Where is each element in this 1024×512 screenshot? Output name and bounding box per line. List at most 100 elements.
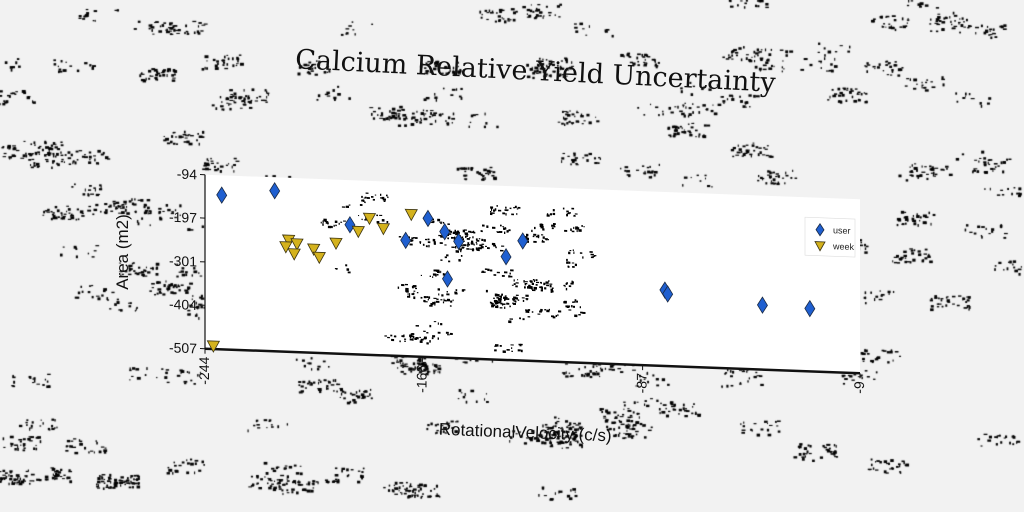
plot-speckle	[440, 299, 443, 301]
plot-speckle	[500, 249, 504, 252]
legend-label-user: user	[833, 225, 851, 236]
plot-speckle	[496, 301, 499, 304]
plot-speckle	[531, 287, 533, 290]
plot-speckle	[384, 198, 386, 200]
plot-speckle	[513, 296, 517, 299]
plot-speckle	[439, 242, 443, 245]
plot-speckle	[424, 301, 428, 303]
plot-speckle	[499, 344, 502, 347]
plot-speckle	[507, 298, 510, 300]
plot-speckle	[451, 246, 455, 249]
plot-speckle	[366, 196, 370, 199]
plot-speckle	[500, 224, 502, 227]
legend: user week	[804, 216, 856, 258]
plot-speckle	[432, 335, 436, 338]
data-points	[206, 182, 816, 353]
plot-speckle	[496, 271, 500, 274]
plot-speckle	[494, 349, 497, 352]
plot-speckle	[384, 335, 387, 337]
plot-speckle	[476, 242, 478, 245]
plot-speckle	[548, 280, 550, 282]
plot-speckle	[570, 228, 572, 231]
week-point	[281, 234, 296, 248]
plot-speckle	[454, 292, 458, 295]
week-point	[206, 340, 221, 353]
plot-speckle	[497, 294, 500, 297]
plot-speckle	[481, 271, 485, 273]
plot-speckle	[532, 289, 536, 292]
week-point	[362, 212, 377, 226]
plot-speckle	[563, 284, 566, 287]
plot-speckle	[500, 302, 503, 305]
plot-speckle	[437, 337, 440, 340]
plot-speckle	[363, 200, 365, 202]
plot-speckle	[429, 304, 433, 307]
plot-speckle	[497, 297, 502, 301]
x-ticks: -244 -166 -87 -9	[196, 348, 867, 394]
plot-speckle	[386, 194, 388, 197]
plot-speckle	[532, 235, 535, 238]
plot-speckle	[551, 287, 554, 290]
plot-speckle	[510, 269, 514, 272]
plot-speckle	[568, 309, 572, 311]
plot-speckle	[516, 297, 518, 300]
plot-speckle	[455, 233, 457, 236]
plot-speckle	[506, 209, 509, 211]
plot-speckle	[343, 220, 347, 222]
plot-speckle	[415, 324, 420, 327]
plot-speckle	[333, 224, 335, 227]
plot-speckle	[454, 230, 457, 234]
plot-speckle	[528, 284, 531, 288]
plot-speckle	[529, 280, 533, 282]
plot-speckle	[437, 288, 441, 291]
plot-speckle	[436, 273, 439, 276]
plot-speckle	[409, 243, 413, 246]
plot-speckle	[374, 194, 377, 196]
user-point	[216, 186, 228, 204]
plot-speckle	[423, 330, 426, 332]
plot-speckle	[502, 212, 506, 215]
week-point	[329, 237, 343, 251]
plot-speckle	[522, 318, 525, 321]
plot-speckle	[511, 347, 513, 350]
plot-speckle	[478, 238, 481, 240]
plot-speckle	[582, 256, 584, 259]
plot-speckle	[440, 222, 442, 225]
x-tick-label: -166	[413, 364, 429, 393]
plot-speckle	[467, 242, 470, 245]
plot-speckle	[440, 259, 443, 261]
plot-speckle	[566, 305, 571, 307]
plot-speckle	[545, 238, 548, 241]
plot-speckle	[573, 214, 576, 217]
plot-speckle	[555, 314, 557, 317]
plot-speckle	[411, 286, 414, 288]
plot-speckle	[504, 296, 508, 299]
plot-speckle	[383, 200, 386, 203]
plot-speckle	[469, 237, 471, 239]
plot-speckle	[566, 261, 569, 264]
plot-speckle	[495, 305, 499, 309]
plot-speckle	[572, 266, 575, 268]
plot-speckle	[513, 279, 515, 282]
plot-speckle	[583, 225, 585, 228]
plot-speckle	[438, 293, 440, 296]
plot-speckle	[479, 247, 482, 250]
plot-speckle	[517, 279, 519, 281]
plot-speckle	[503, 227, 507, 230]
plot-speckle	[574, 213, 578, 215]
plot-speckle	[348, 204, 351, 206]
plot-speckle	[491, 212, 495, 214]
plot-speckle	[549, 213, 553, 216]
plot-speckle	[380, 197, 383, 199]
plot-speckle	[475, 238, 478, 241]
plot-speckle	[533, 280, 536, 283]
plot-speckle	[502, 350, 506, 353]
plot-speckle	[554, 225, 556, 228]
plot-speckle	[508, 320, 512, 324]
y-axis-label: Area (m2)	[113, 214, 132, 290]
plot-speckle	[566, 258, 568, 261]
plot-speckle	[573, 251, 575, 255]
plot-speckle	[433, 242, 436, 245]
